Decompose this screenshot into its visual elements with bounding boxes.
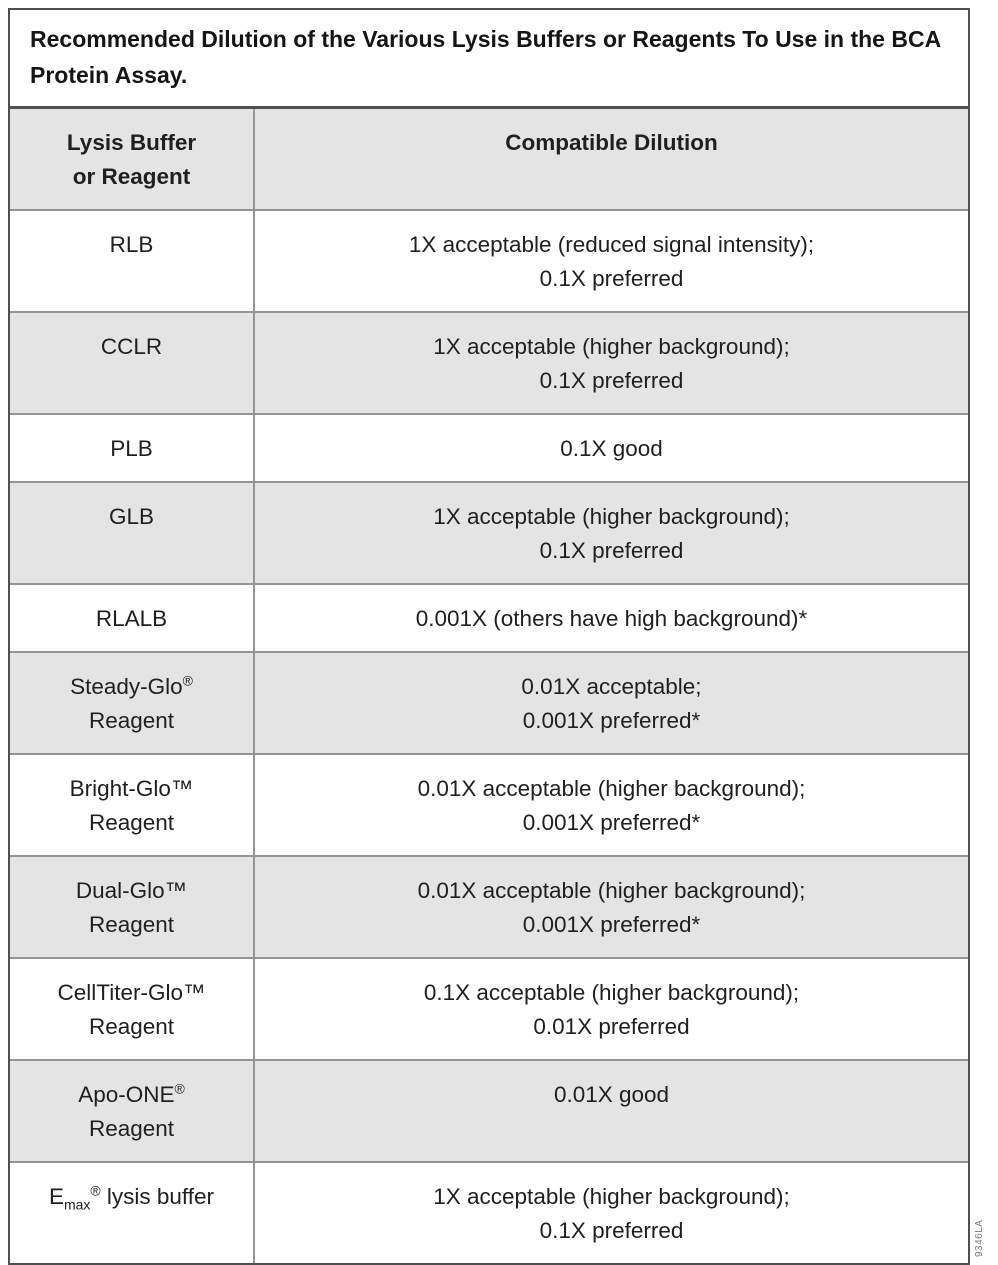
reagent-name-text: Bright-Glo: [69, 776, 171, 801]
reagent-name-text: E: [48, 1184, 64, 1209]
lysis-buffer-cell: Dual-Glo™ Reagent: [10, 857, 255, 957]
table-row: Steady-Glo® Reagent 0.01X acceptable; 0.001…: [10, 651, 968, 753]
registered-trademark-symbol: ®: [90, 1182, 101, 1199]
compatible-dilution-cell: 0.01X acceptable; 0.001X preferred*: [521, 674, 702, 733]
reagent-name-text: Reagent: [88, 912, 175, 937]
lysis-buffer-cell: Apo-ONE® Reagent: [10, 1061, 255, 1161]
reagent-name-text: RLB: [109, 232, 154, 257]
lysis-buffer-cell: Bright-Glo™ Reagent: [10, 755, 255, 855]
header-lysis-buffer-or-reagent: Lysis Buffer or Reagent: [10, 109, 255, 209]
compatible-dilution-cell: 0.01X acceptable (higher background); 0.0…: [417, 878, 806, 937]
reagent-name-text: Reagent: [88, 1116, 175, 1141]
table-row: Apo-ONE® Reagent 0.01X good: [10, 1059, 968, 1161]
compatible-dilution-cell: 1X acceptable (higher background); 0.1X p…: [433, 1184, 790, 1243]
compatible-dilution-cell: 0.01X good: [553, 1082, 670, 1107]
registered-trademark-symbol: ®: [174, 1080, 185, 1097]
reagent-name-text: Reagent: [88, 810, 175, 835]
reagent-name-text: Reagent: [88, 1014, 175, 1039]
compatible-dilution-cell: 1X acceptable (reduced signal intensity)…: [408, 232, 815, 291]
reagent-name-text: CCLR: [100, 334, 163, 359]
figure-code-vertical-label: 9346LA: [974, 1219, 985, 1257]
reagent-name-text: ™: [170, 776, 194, 801]
compatible-dilution-cell: 0.1X good: [560, 436, 663, 461]
compatible-dilution-cell: 0.001X (others have high background)*: [415, 606, 808, 631]
lysis-buffer-cell: RLALB: [10, 585, 255, 651]
lysis-buffer-cell: Emax® lysis buffer: [10, 1163, 255, 1263]
lysis-buffer-cell: Steady-Glo® Reagent: [10, 653, 255, 753]
lysis-buffer-cell: CCLR: [10, 313, 255, 413]
reagent-name-text: ™: [182, 980, 206, 1005]
dilution-table: Recommended Dilution of the Various Lysi…: [8, 8, 970, 1265]
compatible-dilution-cell: 0.01X acceptable (higher background); 0.0…: [417, 776, 806, 835]
table-header-row: Lysis Buffer or Reagent Compatible Diluti…: [10, 109, 968, 209]
subscript-text: max: [64, 1196, 91, 1213]
reagent-name-text: Reagent: [88, 708, 175, 733]
lysis-buffer-cell: GLB: [10, 483, 255, 583]
reagent-name-text: ™: [164, 878, 188, 903]
reagent-name-text: GLB: [108, 504, 155, 529]
registered-trademark-symbol: ®: [182, 672, 193, 689]
table-row: PLB 0.1X good: [10, 413, 968, 481]
reagent-name-text: Apo-ONE: [78, 1082, 175, 1107]
reagent-name-text: Dual-Glo: [75, 878, 165, 903]
lysis-buffer-cell: CellTiter-Glo™ Reagent: [10, 959, 255, 1059]
table-row: CCLR 1X acceptable (higher background); 0.…: [10, 311, 968, 413]
table-row: GLB 1X acceptable (higher background); 0.1…: [10, 481, 968, 583]
table-row: Bright-Glo™ Reagent 0.01X acceptable (high…: [10, 753, 968, 855]
compatible-dilution-cell: 1X acceptable (higher background); 0.1X p…: [433, 334, 790, 393]
header-compatible-dilution: Compatible Dilution: [505, 130, 718, 155]
reagent-name-text: lysis buffer: [100, 1184, 215, 1209]
compatible-dilution-cell: 0.1X acceptable (higher background); 0.01…: [423, 980, 800, 1039]
table-row: Emax® lysis buffer 1X acceptable (higher …: [10, 1161, 968, 1263]
reagent-name-text: CellTiter-Glo: [57, 980, 183, 1005]
table-row: Dual-Glo™ Reagent 0.01X acceptable (higher…: [10, 855, 968, 957]
reagent-name-text: PLB: [110, 436, 153, 461]
table-row: RLALB 0.001X (others have high background…: [10, 583, 968, 651]
compatible-dilution-cell: 1X acceptable (higher background); 0.1X p…: [433, 504, 790, 563]
lysis-buffer-cell: RLB: [10, 211, 255, 311]
reagent-name-text: Steady-Glo: [70, 674, 183, 699]
table-row: RLB 1X acceptable (reduced signal intensi…: [10, 209, 968, 311]
table-title: Recommended Dilution of the Various Lysi…: [10, 10, 968, 109]
table-row: CellTiter-Glo™ Reagent 0.1X acceptable (hi…: [10, 957, 968, 1059]
lysis-buffer-cell: PLB: [10, 415, 255, 481]
table-body: RLB 1X acceptable (reduced signal intensi…: [10, 209, 968, 1263]
reagent-name-text: RLALB: [95, 606, 168, 631]
